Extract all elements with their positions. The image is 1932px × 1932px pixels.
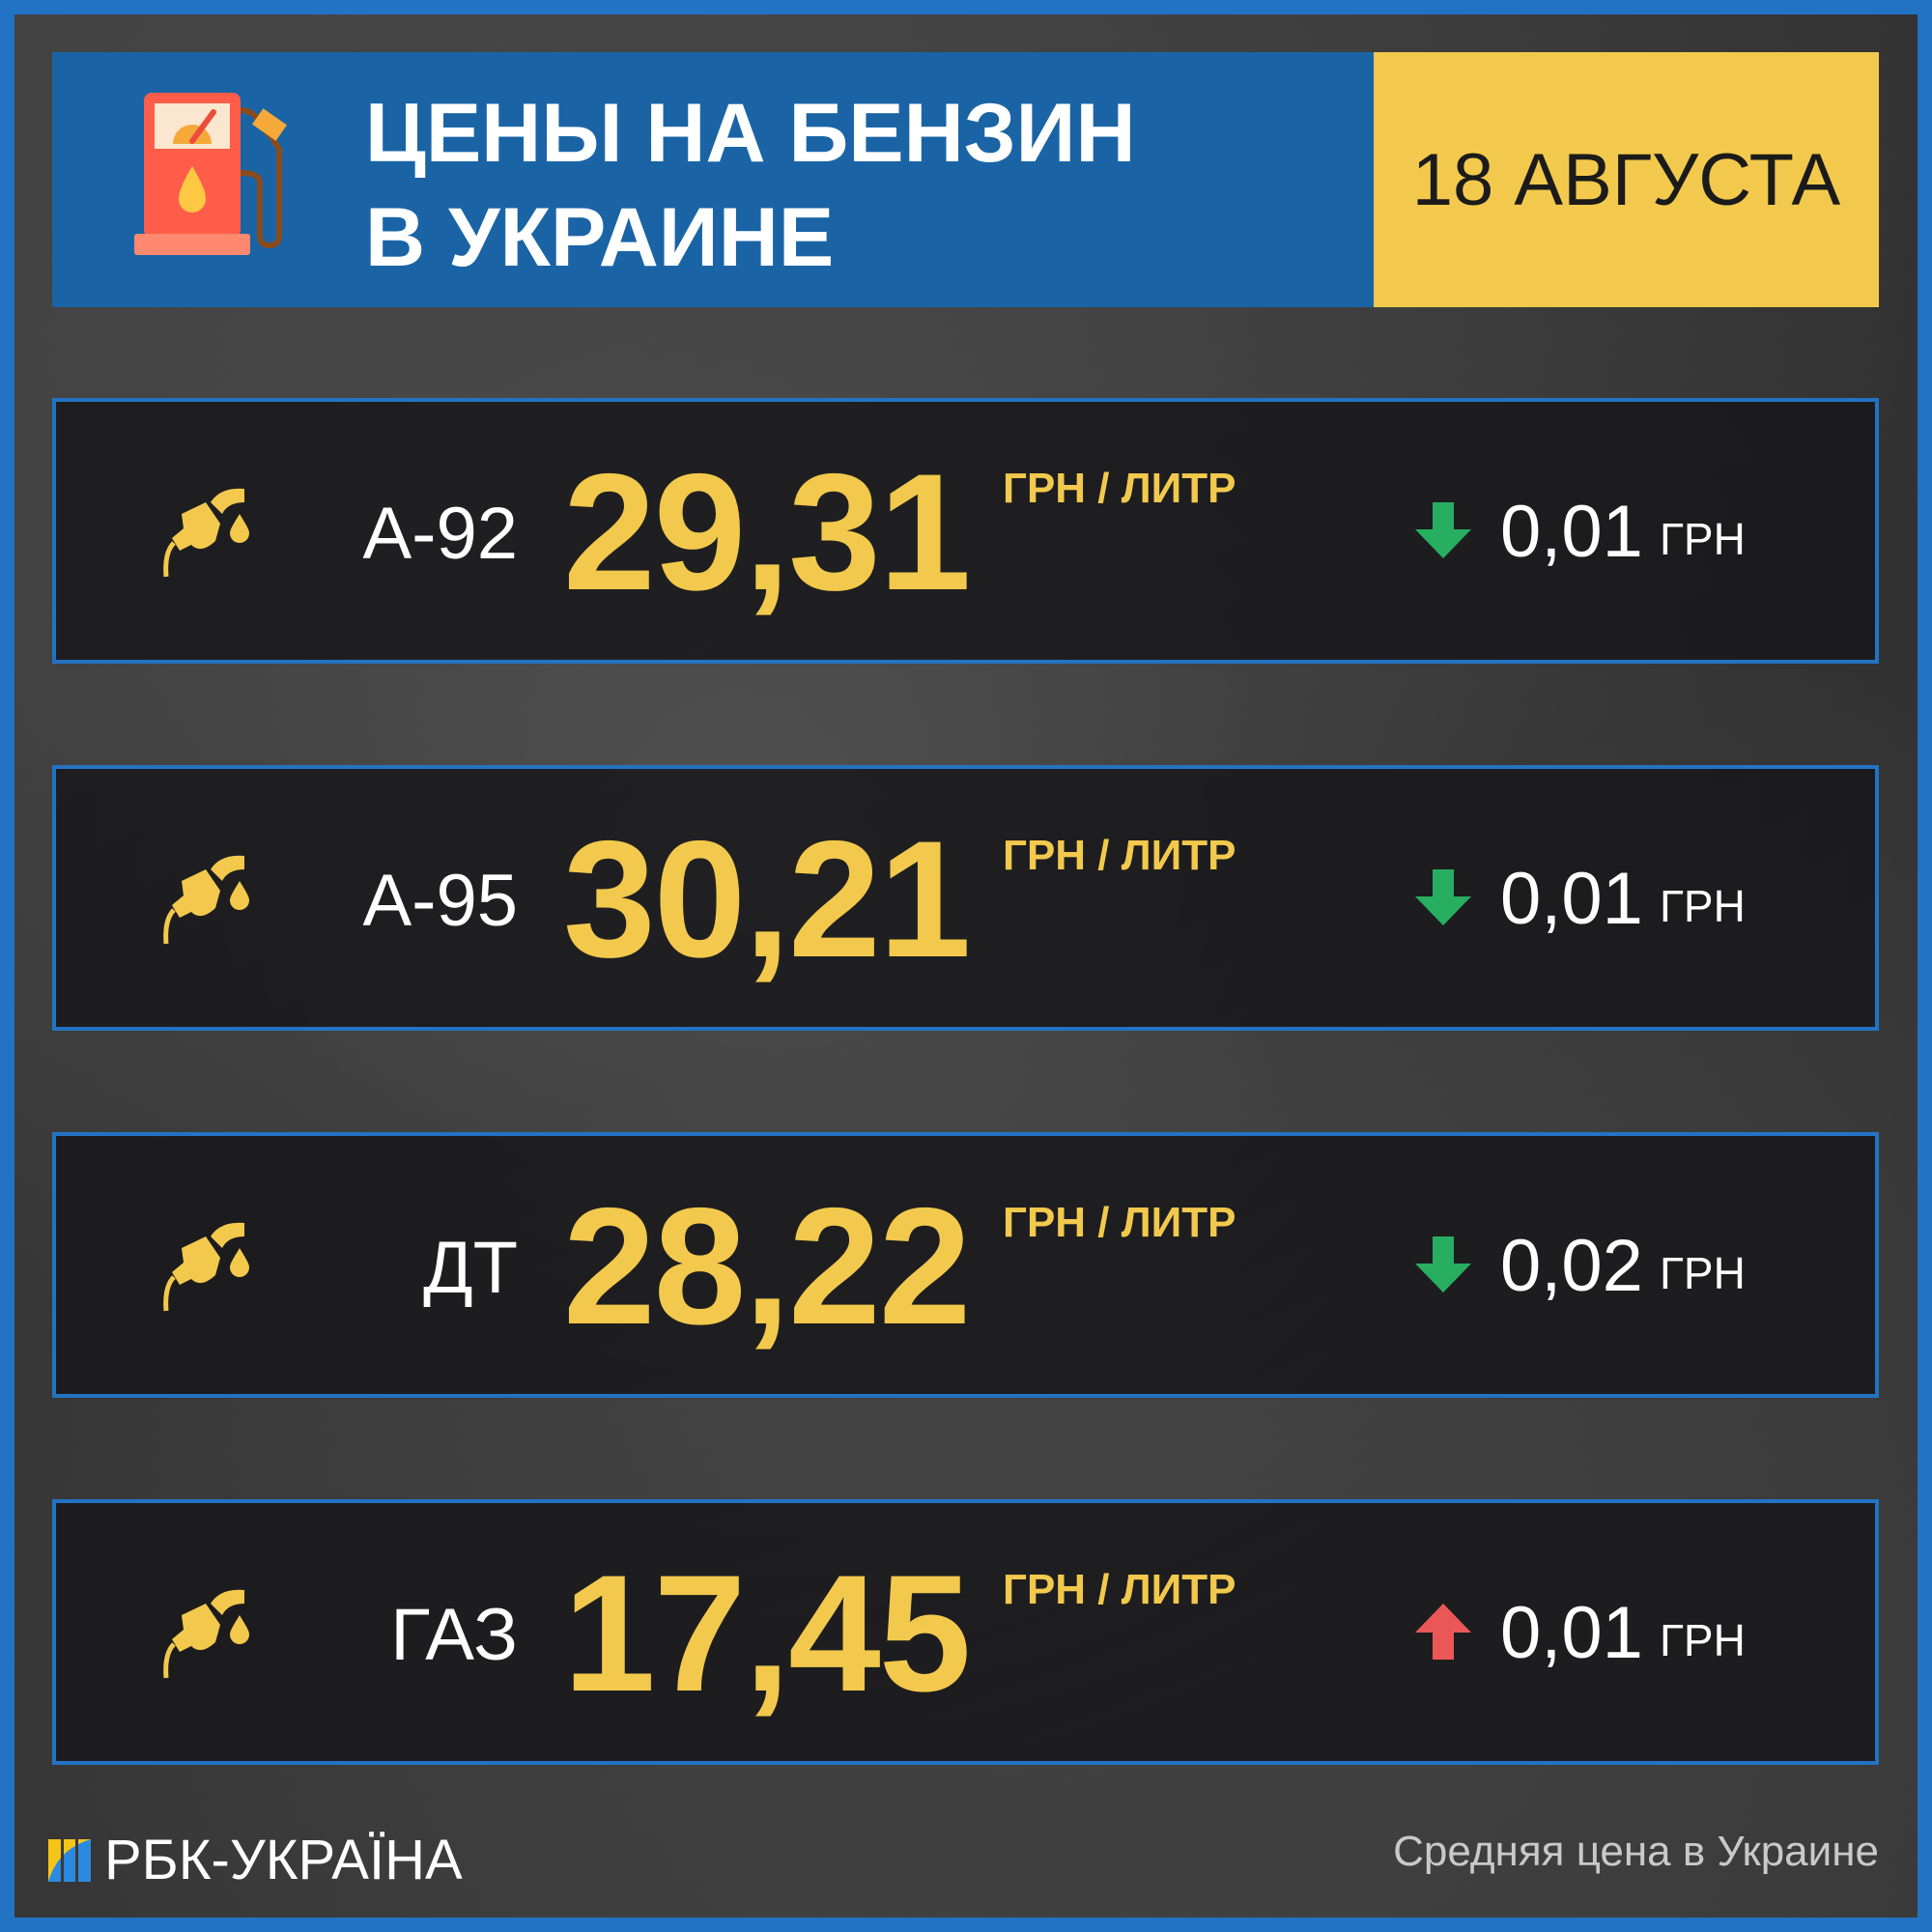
fuel-nozzle-icon	[163, 1589, 249, 1679]
change-value: 0,02	[1500, 1225, 1643, 1307]
price-value: 17,45	[563, 1541, 971, 1726]
price-value: 30,21	[563, 807, 971, 992]
title-line-1: ЦЕНЫ НА БЕНЗИН	[365, 87, 1136, 180]
date-badge: 18 АВГУСТА	[1374, 52, 1879, 307]
price-value: 28,22	[563, 1174, 971, 1359]
change-currency: ГРН	[1660, 1615, 1746, 1665]
title-line-2: В УКРАИНЕ	[365, 191, 835, 284]
fuel-price-row: А-92 29,31 ГРН / ЛИТР 0,01 ГРН	[52, 398, 1879, 664]
price-unit: ГРН / ЛИТР	[1003, 465, 1236, 512]
arrow-down-icon	[1415, 502, 1471, 558]
fuel-price-row: ГАЗ 17,45 ГРН / ЛИТР 0,01 ГРН	[52, 1499, 1879, 1765]
fuel-price-row: А-95 30,21 ГРН / ЛИТР 0,01 ГРН	[52, 765, 1879, 1031]
arrow-up-icon	[1415, 1604, 1471, 1660]
arrow-down-icon	[1415, 869, 1471, 925]
change-value: 0,01	[1500, 1592, 1643, 1674]
logo-mark-icon	[48, 1838, 91, 1882]
fuel-nozzle-icon	[163, 1222, 249, 1312]
price-unit: ГРН / ЛИТР	[1003, 1199, 1236, 1246]
rbc-ukraine-logo: РБК-УКРАЇНА	[48, 1828, 463, 1892]
change-currency: ГРН	[1660, 881, 1746, 931]
arrow-down-icon	[1415, 1236, 1471, 1293]
fuel-type-label: А-95	[362, 860, 518, 942]
price-unit: ГРН / ЛИТР	[1003, 1566, 1236, 1613]
fuel-pump-icon	[134, 93, 288, 255]
price-value: 29,31	[563, 440, 971, 625]
fuel-type-label: А-92	[362, 493, 518, 575]
fuel-type-label: ГАЗ	[390, 1594, 518, 1676]
change-currency: ГРН	[1660, 514, 1746, 564]
page-title: ЦЕНЫ НА БЕНЗИН В УКРАИНЕ	[365, 81, 1136, 290]
change-value: 0,01	[1500, 491, 1643, 573]
price-unit: ГРН / ЛИТР	[1003, 832, 1236, 879]
header: ЦЕНЫ НА БЕНЗИН В УКРАИНЕ 18 АВГУСТА	[52, 52, 1879, 307]
fuel-type-label: ДТ	[423, 1227, 518, 1309]
fuel-nozzle-icon	[163, 855, 249, 945]
fuel-price-row: ДТ 28,22 ГРН / ЛИТР 0,02 ГРН	[52, 1132, 1879, 1398]
change-value: 0,01	[1500, 858, 1643, 940]
fuel-nozzle-icon	[163, 488, 249, 578]
logo-text: РБК-УКРАЇНА	[104, 1829, 463, 1891]
footnote: Средняя цена в Украине	[1393, 1828, 1879, 1875]
change-currency: ГРН	[1660, 1248, 1746, 1298]
